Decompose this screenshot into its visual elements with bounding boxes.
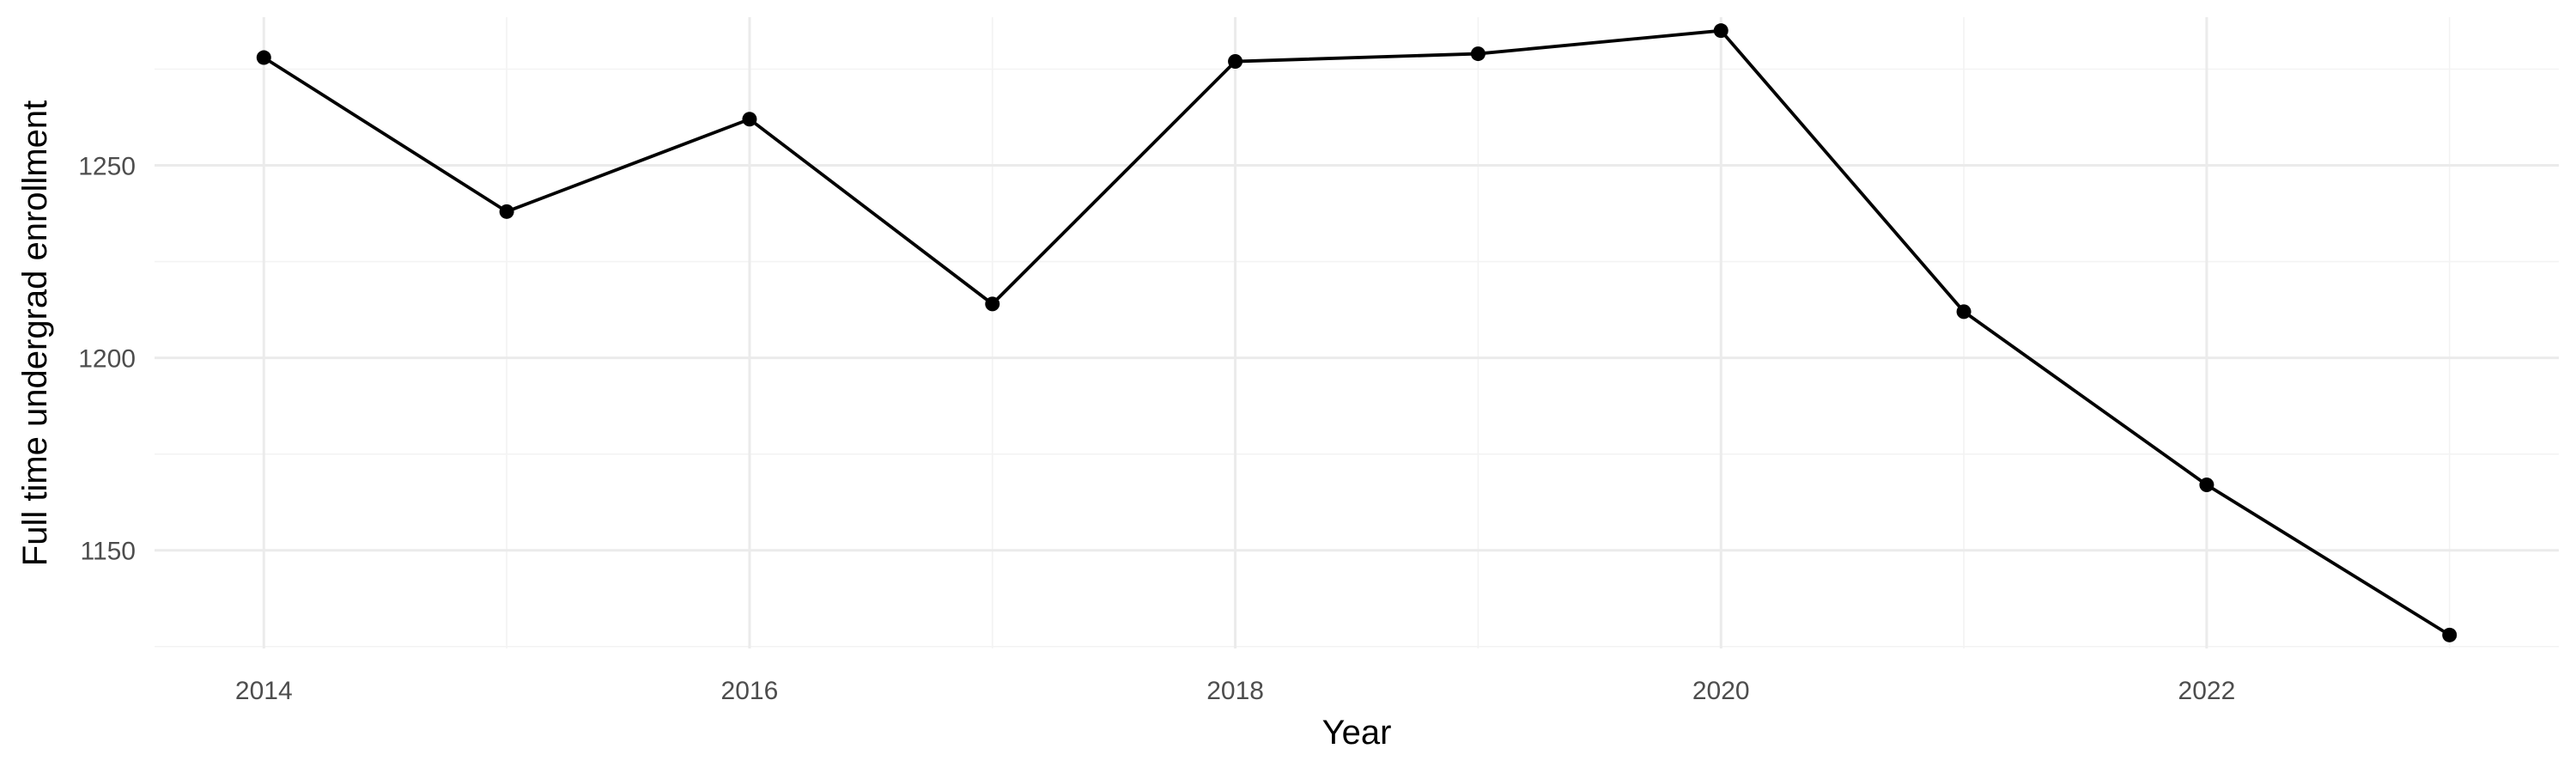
data-point	[1228, 54, 1243, 70]
data-point	[985, 296, 1000, 312]
x-tick-label: 2014	[235, 677, 293, 705]
x-tick-label: 2016	[721, 677, 779, 705]
data-point	[2442, 627, 2458, 642]
series-layer	[263, 28, 2451, 636]
data-point	[1713, 23, 1728, 39]
y-tick-labels: 1150 1200 1250	[78, 153, 136, 566]
data-points	[256, 23, 2458, 642]
x-tick-label: 2020	[1692, 677, 1750, 705]
plot-background	[155, 17, 2559, 648]
data-point	[1470, 46, 1485, 62]
data-point	[499, 204, 514, 219]
data-point	[1956, 304, 1971, 320]
data-point	[2199, 478, 2215, 493]
minor-gridlines	[155, 17, 2559, 648]
y-axis-title: Full time undergrad enrollment	[16, 100, 54, 566]
y-tick-label: 1200	[78, 345, 136, 374]
data-point	[742, 112, 757, 127]
y-tick-label: 1250	[78, 153, 136, 181]
x-tick-label: 2022	[2178, 677, 2236, 705]
x-axis-title: Year	[1322, 714, 1392, 752]
x-tick-label: 2018	[1206, 677, 1264, 705]
data-point	[256, 50, 271, 65]
y-tick-label: 1150	[80, 538, 136, 566]
series-line	[263, 28, 2451, 636]
x-tick-labels: 2014 2016 2018 2020 2022	[235, 677, 2235, 705]
